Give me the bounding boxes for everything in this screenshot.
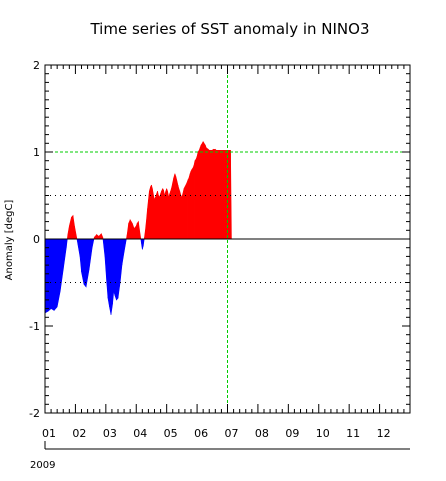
reference-lines	[45, 65, 410, 413]
anomaly-area-segment	[81, 238, 85, 285]
x-axis: 01 02 03 04 05 06 07 08 09 10 11 12	[42, 65, 411, 440]
x-tick-label: 07	[225, 427, 239, 440]
anomaly-area-segment	[59, 238, 64, 292]
y-axis-label: Anomaly [degC]	[4, 200, 15, 281]
anomaly-area-segment	[139, 234, 142, 240]
x-tick-label: 05	[164, 427, 178, 440]
anomaly-area-segment	[129, 218, 133, 240]
anomaly-area-segment	[91, 238, 95, 248]
anomaly-area-segment	[62, 238, 67, 270]
anomaly-area-segment	[85, 238, 90, 287]
year-bracket	[44, 441, 410, 450]
x-tick-label: 01	[42, 427, 56, 440]
y-tick-label: 1	[33, 146, 40, 159]
chart-title: Time series of SST anomaly in NINO3	[89, 20, 369, 38]
anomaly-area-segment	[93, 233, 98, 240]
anomaly-area-segment	[125, 238, 127, 244]
y-tick-label: -2	[29, 407, 40, 420]
x-tick-label: 09	[285, 427, 299, 440]
anomaly-area-segment	[133, 225, 137, 240]
anomaly-area-segment	[142, 238, 145, 247]
x-tick-label: 08	[255, 427, 269, 440]
y-tick-label: -1	[29, 320, 40, 333]
x-tick-label: 02	[72, 427, 86, 440]
anomaly-area-segment	[76, 238, 81, 257]
x-tick-label: 03	[103, 427, 117, 440]
anomaly-area-segment	[88, 238, 93, 270]
y-axis: -2 -1 0 1 2	[29, 59, 410, 420]
anomaly-area-segment	[53, 238, 58, 312]
x-tick-label: 04	[133, 427, 147, 440]
anomaly-area	[44, 141, 232, 315]
anomaly-area-segment	[121, 238, 125, 266]
y-tick-label: 0	[33, 233, 40, 246]
anomaly-area-segment	[50, 238, 55, 311]
anomaly-area-segment	[230, 150, 232, 240]
anomaly-area-segment	[69, 217, 72, 240]
x-tick-label: 12	[377, 427, 391, 440]
anomaly-area-segment	[98, 233, 102, 240]
y-tick-label: 2	[33, 59, 40, 72]
anomaly-area-segment	[56, 238, 61, 307]
anomaly-area-segment	[74, 225, 78, 240]
anomaly-area-segment	[96, 234, 100, 240]
year-label: 2009	[30, 460, 55, 471]
anomaly-area-segment	[83, 238, 87, 288]
x-tick-label: 10	[316, 427, 330, 440]
x-tick-label: 06	[194, 427, 208, 440]
anomaly-area-segment	[117, 238, 121, 299]
anomaly-area-segment	[65, 238, 68, 248]
x-tick-label: 11	[346, 427, 360, 440]
